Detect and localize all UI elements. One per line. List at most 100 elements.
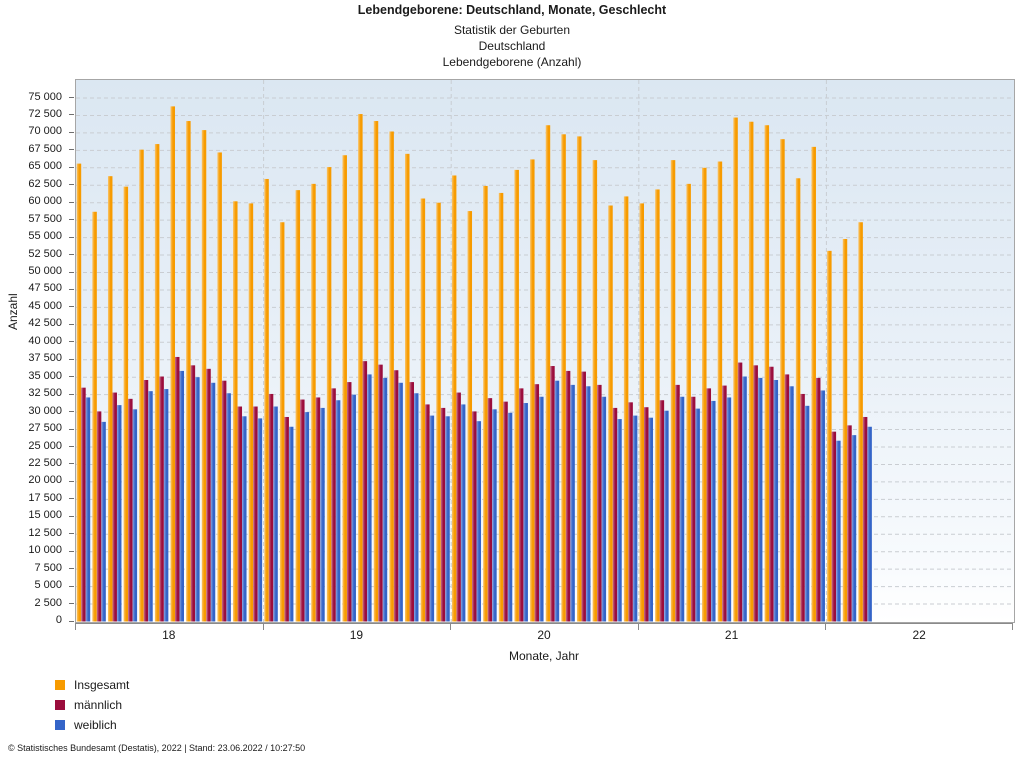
- bar-insgesamt-2020-07: [545, 125, 551, 622]
- bar-männlich-2022-03: [862, 416, 868, 622]
- bar-insgesamt-2019-10: [405, 153, 410, 622]
- bar-weiblich-2021-09: [773, 379, 779, 622]
- y-tick-mark: [69, 271, 74, 273]
- bar-weiblich-2021-06: [726, 397, 732, 622]
- y-tick-mark: [69, 97, 74, 98]
- y-tick-mark: [69, 358, 74, 360]
- y-tick-label: 52 500: [28, 247, 62, 260]
- year-label-20: 20: [537, 628, 551, 642]
- bar-männlich-2018-12: [253, 406, 258, 622]
- bar-weiblich-2018-11: [242, 416, 247, 622]
- bar-weiblich-2021-11: [804, 405, 810, 622]
- bar-weiblich-2020-05: [523, 403, 528, 622]
- bar-insgesamt-2020-05: [514, 169, 519, 622]
- y-tick-mark: [69, 254, 74, 256]
- bar-männlich-2019-10: [409, 382, 414, 622]
- bar-männlich-2019-08: [378, 364, 383, 622]
- bar-insgesamt-2019-11: [420, 198, 426, 622]
- bar-insgesamt-2019-09: [389, 131, 394, 622]
- bar-männlich-2018-09: [206, 368, 211, 622]
- bar-männlich-2019-09: [393, 370, 399, 622]
- bar-männlich-2021-12: [815, 377, 821, 622]
- y-tick-label: 0: [55, 614, 62, 626]
- bar-männlich-2021-08: [753, 365, 758, 622]
- bar-männlich-2020-03: [487, 398, 493, 622]
- bar-weiblich-2018-07: [179, 370, 184, 622]
- y-tick-mark: [69, 114, 74, 116]
- y-tick-label: 20 000: [28, 474, 62, 487]
- y-tick-label: 27 500: [28, 422, 62, 435]
- y-tick-label: 2 500: [34, 596, 62, 609]
- x-tick-mark: [825, 624, 827, 630]
- bar-insgesamt-2020-04: [498, 192, 504, 622]
- y-tick-mark: [69, 131, 74, 133]
- y-tick-mark: [69, 376, 74, 378]
- chart-subtitle-statistic: Statistik der Geburten: [453, 23, 571, 37]
- bar-insgesamt-2018-09: [201, 130, 207, 622]
- y-tick-label: 40 000: [28, 334, 62, 347]
- bar-weiblich-2019-06: [351, 394, 356, 622]
- bar-weiblich-2021-02: [664, 410, 669, 622]
- y-tick-label: 15 000: [28, 509, 62, 522]
- y-tick-label: 5 000: [34, 579, 62, 592]
- bar-insgesamt-2019-07: [358, 114, 363, 622]
- footer-copyright: © Statistisches Bundesamt (Destatis), 20…: [8, 743, 306, 753]
- bar-weiblich-2021-08: [757, 377, 763, 622]
- y-tick-mark: [69, 288, 74, 290]
- bar-insgesamt-2021-03: [670, 160, 676, 622]
- bar-insgesamt-2021-02: [655, 189, 660, 622]
- bar-insgesamt-2018-12: [248, 203, 254, 622]
- bar-insgesamt-2022-03: [858, 222, 863, 622]
- y-tick-mark: [69, 480, 74, 482]
- y-tick-mark: [69, 446, 74, 447]
- bar-weiblich-2022-02: [851, 435, 857, 622]
- bar-weiblich-2018-05: [148, 391, 153, 622]
- bar-weiblich-2020-10: [601, 396, 607, 622]
- bar-weiblich-2021-01: [648, 417, 653, 622]
- x-axis-strip: 18 19 20 21 22: [75, 623, 1013, 646]
- bar-weiblich-2018-10: [226, 393, 231, 622]
- y-tick-label: 65 000: [28, 160, 62, 173]
- bar-insgesamt-2021-11: [795, 178, 801, 622]
- y-tick-label: 42 500: [28, 317, 62, 330]
- y-tick-label: 7 500: [34, 561, 62, 574]
- bar-männlich-2021-07: [737, 362, 743, 622]
- bar-männlich-2020-01: [456, 392, 461, 622]
- bar-weiblich-2021-05: [711, 400, 716, 622]
- y-tick-label: 62 500: [28, 177, 62, 190]
- bar-männlich-2020-10: [597, 384, 602, 622]
- y-tick-label: 12 500: [28, 526, 62, 539]
- year-label-19: 19: [349, 628, 364, 642]
- maennlich-swatch-icon: [55, 700, 65, 710]
- y-tick-mark: [69, 463, 74, 465]
- y-tick-mark: [69, 323, 74, 325]
- bar-weiblich-2019-03: [304, 412, 310, 622]
- bar-weiblich-2019-04: [320, 407, 325, 622]
- y-tick-label: 55 000: [28, 230, 62, 243]
- bar-insgesamt-2020-02: [467, 211, 473, 622]
- bar-insgesamt-2018-07: [170, 106, 175, 622]
- bar-weiblich-2019-10: [414, 393, 419, 622]
- bar-insgesamt-2020-06: [530, 159, 535, 622]
- bar-männlich-2020-11: [612, 407, 618, 622]
- bar-männlich-2018-06: [159, 376, 164, 622]
- bar-weiblich-2021-10: [789, 386, 794, 622]
- bar-insgesamt-2021-08: [748, 121, 754, 622]
- weiblich-swatch-icon: [55, 720, 65, 730]
- y-tick-label: 47 500: [28, 282, 62, 295]
- y-tick-mark: [69, 498, 74, 500]
- y-tick-mark: [69, 515, 74, 517]
- bar-weiblich-2019-08: [382, 377, 388, 622]
- bar-weiblich-2020-04: [507, 412, 513, 622]
- x-tick-mark: [1012, 624, 1013, 630]
- legend-item-insgesamt: Insgesamt: [55, 675, 129, 695]
- bar-weiblich-2019-09: [398, 382, 403, 622]
- bar-männlich-2022-02: [847, 425, 852, 622]
- bar-insgesamt-2020-11: [608, 205, 613, 622]
- y-tick-mark: [69, 533, 74, 535]
- y-tick-mark: [69, 411, 74, 413]
- bar-männlich-2021-02: [659, 400, 665, 622]
- y-tick-label: 10 000: [28, 544, 62, 557]
- y-tick-label: 22 500: [28, 456, 62, 469]
- bar-männlich-2021-11: [800, 393, 805, 622]
